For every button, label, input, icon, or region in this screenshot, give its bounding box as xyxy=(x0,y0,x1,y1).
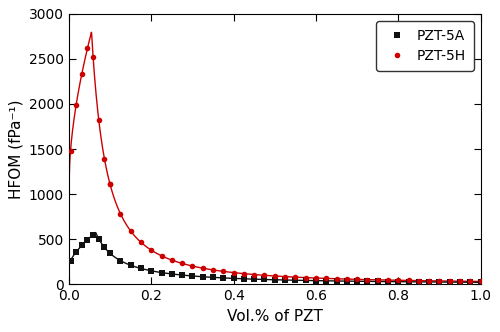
PZT-5A xyxy=(148,269,154,273)
Legend: PZT-5A, PZT-5H: PZT-5A, PZT-5H xyxy=(376,21,474,71)
PZT-5H xyxy=(302,276,308,280)
PZT-5A xyxy=(190,274,196,278)
PZT-5H xyxy=(148,248,154,252)
PZT-5A xyxy=(128,263,134,267)
PZT-5H xyxy=(468,279,473,283)
PZT-5H xyxy=(190,264,196,268)
PZT-5H xyxy=(354,277,360,281)
PZT-5H xyxy=(220,269,226,273)
PZT-5A xyxy=(282,278,288,282)
PZT-5H xyxy=(272,274,278,278)
PZT-5H xyxy=(344,277,350,281)
PZT-5H xyxy=(447,279,453,283)
X-axis label: Vol.% of PZT: Vol.% of PZT xyxy=(227,309,322,324)
PZT-5H xyxy=(457,279,463,283)
PZT-5A xyxy=(334,279,340,283)
PZT-5H xyxy=(364,278,370,282)
PZT-5A xyxy=(406,280,411,284)
PZT-5H xyxy=(396,278,402,282)
PZT-5A xyxy=(79,243,85,247)
PZT-5H xyxy=(118,211,124,215)
PZT-5A xyxy=(73,250,79,254)
PZT-5A xyxy=(426,280,432,284)
PZT-5A xyxy=(107,251,113,255)
PZT-5H xyxy=(96,118,102,122)
PZT-5H xyxy=(262,273,268,277)
PZT-5A xyxy=(118,259,124,263)
PZT-5H xyxy=(230,271,236,275)
PZT-5A xyxy=(200,275,205,279)
PZT-5A xyxy=(96,237,102,241)
PZT-5A xyxy=(416,280,422,284)
PZT-5A xyxy=(292,278,298,282)
PZT-5H xyxy=(102,157,107,161)
PZT-5A xyxy=(272,278,278,282)
PZT-5A xyxy=(323,279,329,283)
PZT-5H xyxy=(374,278,380,282)
PZT-5H xyxy=(334,277,340,281)
PZT-5A xyxy=(230,277,236,281)
PZT-5A xyxy=(169,272,175,276)
PZT-5A xyxy=(220,276,226,280)
PZT-5H xyxy=(107,182,113,186)
PZT-5A xyxy=(107,251,113,255)
PZT-5H xyxy=(200,266,205,270)
PZT-5H xyxy=(292,275,298,279)
PZT-5A xyxy=(68,259,73,263)
PZT-5H xyxy=(323,277,329,281)
PZT-5A xyxy=(138,267,144,271)
PZT-5H xyxy=(138,240,144,244)
PZT-5A xyxy=(102,245,107,249)
PZT-5A xyxy=(374,280,380,284)
PZT-5H xyxy=(90,55,96,59)
PZT-5H xyxy=(241,272,247,276)
Line: PZT-5A: PZT-5A xyxy=(68,232,484,285)
PZT-5A xyxy=(344,279,350,283)
PZT-5A xyxy=(468,280,473,284)
PZT-5A xyxy=(84,238,90,242)
PZT-5H xyxy=(436,279,442,283)
PZT-5A xyxy=(251,277,257,281)
Line: PZT-5H: PZT-5H xyxy=(68,45,484,284)
PZT-5A xyxy=(90,233,96,237)
PZT-5A xyxy=(158,271,164,275)
PZT-5H xyxy=(79,72,85,76)
PZT-5A xyxy=(262,278,268,282)
PZT-5A xyxy=(354,279,360,283)
PZT-5A xyxy=(364,280,370,284)
PZT-5A xyxy=(313,279,319,283)
PZT-5A xyxy=(396,280,402,284)
PZT-5A xyxy=(385,280,391,284)
PZT-5H xyxy=(416,279,422,283)
PZT-5A xyxy=(210,275,216,279)
PZT-5H xyxy=(251,273,257,277)
PZT-5H xyxy=(169,258,175,262)
PZT-5H xyxy=(406,279,411,283)
PZT-5H xyxy=(210,268,216,272)
PZT-5A xyxy=(302,279,308,283)
PZT-5H xyxy=(385,278,391,282)
PZT-5H xyxy=(107,182,113,186)
PZT-5A xyxy=(447,280,453,284)
PZT-5A xyxy=(457,280,463,284)
PZT-5H xyxy=(158,254,164,258)
PZT-5H xyxy=(68,149,73,153)
PZT-5H xyxy=(313,276,319,280)
PZT-5A xyxy=(478,280,484,284)
PZT-5H xyxy=(73,103,79,107)
PZT-5A xyxy=(241,277,247,281)
PZT-5A xyxy=(436,280,442,284)
PZT-5H xyxy=(426,279,432,283)
PZT-5H xyxy=(179,261,185,265)
PZT-5H xyxy=(128,229,134,233)
PZT-5H xyxy=(84,46,90,50)
PZT-5H xyxy=(282,275,288,279)
PZT-5A xyxy=(179,273,185,277)
PZT-5H xyxy=(478,280,484,284)
Y-axis label: HFOM (fPa⁻¹): HFOM (fPa⁻¹) xyxy=(8,99,24,199)
